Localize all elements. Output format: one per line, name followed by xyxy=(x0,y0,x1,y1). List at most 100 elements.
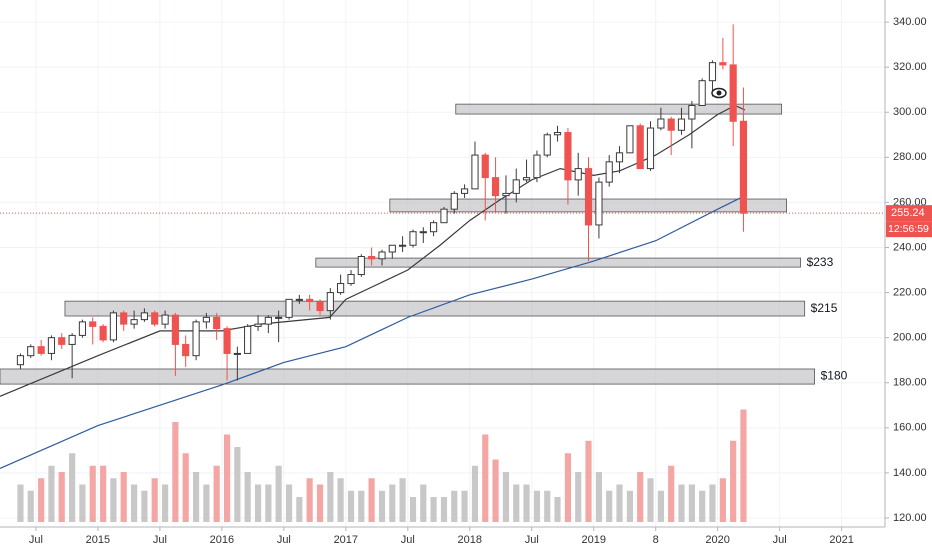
candle-body xyxy=(574,168,582,181)
volume-bar xyxy=(606,490,613,522)
candle-body xyxy=(213,316,221,330)
candle-body xyxy=(502,192,510,197)
volume-bar xyxy=(709,484,716,522)
y-tick-label: 240.00 xyxy=(893,241,927,253)
x-tick-label: Jul xyxy=(401,534,415,546)
volume-bar xyxy=(89,465,96,522)
candle-body xyxy=(368,256,376,260)
y-tick-label: 200.00 xyxy=(893,332,927,344)
y-tick-label: 140.00 xyxy=(893,467,927,479)
x-tick-label: 2018 xyxy=(458,534,482,546)
countdown-box xyxy=(886,221,932,238)
volume-bar xyxy=(585,440,592,522)
candle-body xyxy=(533,154,541,179)
x-tick-label: Jul xyxy=(525,534,539,546)
candle-body xyxy=(264,316,272,325)
volume-bar xyxy=(595,472,603,522)
candle-body xyxy=(58,337,66,345)
eye-icon xyxy=(711,87,727,99)
volume-bar xyxy=(265,484,272,522)
candle-body xyxy=(275,316,283,319)
candle-body xyxy=(564,132,572,181)
volume-bar xyxy=(100,465,107,522)
zone-label: $180 xyxy=(821,369,848,383)
candle-body xyxy=(440,208,448,224)
candle-body xyxy=(605,161,613,183)
candle-body xyxy=(553,132,562,136)
x-tick-label: 2016 xyxy=(210,534,234,546)
volume-bar xyxy=(316,484,324,522)
volume-bar xyxy=(358,490,365,522)
candle-body xyxy=(223,328,231,354)
candle-body xyxy=(419,231,427,234)
y-tick-label: 280.00 xyxy=(893,151,927,163)
zone-label: $215 xyxy=(811,301,838,315)
y-tick-label: 120.00 xyxy=(893,512,927,524)
volume-bar xyxy=(254,484,262,522)
volume-bar xyxy=(213,465,220,522)
candle-body xyxy=(667,118,675,131)
volume-bar xyxy=(409,497,417,522)
candle-body xyxy=(27,346,35,357)
y-tick-label: 320.00 xyxy=(893,61,927,73)
volume-bar xyxy=(368,478,375,522)
volume-bar xyxy=(730,440,737,522)
volume-bar xyxy=(719,478,726,522)
volume-bar xyxy=(172,422,179,522)
moving-average xyxy=(0,195,746,469)
candle-body xyxy=(130,319,138,325)
x-tick-label: Jul xyxy=(153,534,167,546)
x-tick-label: 8 xyxy=(653,534,659,546)
candle-body xyxy=(636,125,644,170)
candle-body xyxy=(233,352,241,355)
volume-bar xyxy=(492,459,499,522)
candle-body xyxy=(78,321,87,336)
volume-bar xyxy=(699,490,706,522)
volume-bar xyxy=(296,497,303,522)
candle-body xyxy=(140,312,148,321)
axis-bg xyxy=(885,0,932,550)
volume-bar xyxy=(482,434,489,522)
candle-body xyxy=(481,154,489,179)
candle-body xyxy=(388,244,396,253)
candle-body xyxy=(326,292,334,312)
candle-body xyxy=(99,325,107,341)
last-price-box xyxy=(886,205,932,222)
volume-bar xyxy=(193,472,200,522)
candle-body xyxy=(151,312,159,325)
axis-bg xyxy=(0,527,932,550)
candle-body xyxy=(729,64,737,122)
zone-label: $233 xyxy=(807,255,834,269)
volume-bar xyxy=(223,434,231,522)
volume-bar xyxy=(162,484,169,522)
x-tick-label: Jul xyxy=(277,534,291,546)
zones: $233 $215 $180 xyxy=(0,103,848,385)
candle-body xyxy=(708,62,717,82)
moving-averages xyxy=(0,104,885,469)
candles xyxy=(16,24,748,381)
volume-bar xyxy=(306,478,313,522)
candle-body xyxy=(357,256,365,276)
x-tick-label: 2015 xyxy=(86,534,110,546)
candle-body xyxy=(347,274,355,285)
candle-body xyxy=(171,314,179,345)
volume-bar xyxy=(657,490,664,522)
candle-body xyxy=(202,316,210,323)
volume-bar xyxy=(182,453,189,522)
candle-body xyxy=(109,312,118,341)
volume-bar xyxy=(420,484,427,522)
candle-body xyxy=(491,177,500,197)
candle-body xyxy=(399,244,407,247)
volume-bar xyxy=(523,484,530,522)
y-tick-label: 220.00 xyxy=(893,286,927,298)
candle-body xyxy=(688,104,696,120)
volume-bar xyxy=(575,472,582,522)
volume-bar xyxy=(69,453,76,522)
candle-body xyxy=(615,152,624,163)
volume-bar xyxy=(17,484,24,522)
candle-body xyxy=(244,325,252,354)
candle-body xyxy=(471,154,479,190)
volume-bar xyxy=(502,472,510,522)
volume-bar xyxy=(461,490,468,522)
